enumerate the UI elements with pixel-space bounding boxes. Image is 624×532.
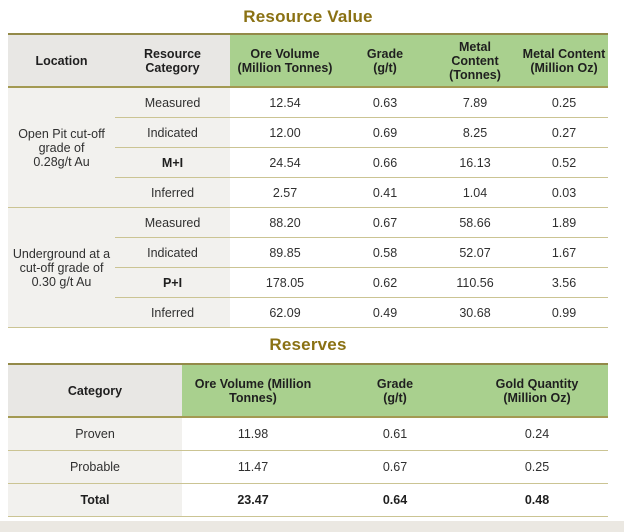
category-cell-inferred: Inferred: [115, 178, 230, 208]
value-cell: 1.89: [520, 208, 608, 238]
category-cell-indicated: Indicated: [115, 118, 230, 148]
value-cell: 3.56: [520, 268, 608, 298]
value-cell: 7.89: [430, 88, 520, 118]
value-cell: 0.66: [340, 148, 430, 178]
value-cell: 0.41: [340, 178, 430, 208]
value-cell: 30.68: [430, 298, 520, 328]
location-cell-open-pit: Open Pit cut-off grade of 0.28g/t Au: [8, 88, 115, 208]
header-metal-content-tonnes: Metal Content (Tonnes): [430, 35, 520, 88]
value-cell: 0.03: [520, 178, 608, 208]
value-cell: 0.24: [466, 418, 608, 451]
value-cell: 0.48: [466, 484, 608, 517]
slide-bottom-edge: [0, 521, 624, 532]
value-cell: 0.63: [340, 88, 430, 118]
value-cell: 12.54: [230, 88, 340, 118]
value-cell: 0.61: [324, 418, 466, 451]
category-cell-p-plus-i: P+I: [115, 268, 230, 298]
header-grade: Grade (g/t): [340, 35, 430, 88]
value-cell: 0.62: [340, 268, 430, 298]
value-cell: 0.49: [340, 298, 430, 328]
category-cell-indicated: Indicated: [115, 238, 230, 268]
value-cell: 11.98: [182, 418, 324, 451]
value-cell: 0.69: [340, 118, 430, 148]
category-cell-measured: Measured: [115, 88, 230, 118]
value-cell: 24.54: [230, 148, 340, 178]
value-cell: 178.05: [230, 268, 340, 298]
value-cell: 52.07: [430, 238, 520, 268]
value-cell: 0.25: [466, 451, 608, 484]
value-cell: 88.20: [230, 208, 340, 238]
header-grade: Grade (g/t): [324, 365, 466, 418]
category-cell-probable: Probable: [8, 451, 182, 484]
header-ore-volume: Ore Volume (Million Tonnes): [230, 35, 340, 88]
value-cell: 0.27: [520, 118, 608, 148]
value-cell: 11.47: [182, 451, 324, 484]
header-location: Location: [8, 35, 115, 88]
resource-value-title: Resource Value: [243, 7, 373, 26]
value-cell: 0.52: [520, 148, 608, 178]
header-category: Category: [8, 365, 182, 418]
value-cell: 8.25: [430, 118, 520, 148]
category-cell-total: Total: [8, 484, 182, 517]
value-cell: 2.57: [230, 178, 340, 208]
category-cell-proven: Proven: [8, 418, 182, 451]
value-cell: 1.67: [520, 238, 608, 268]
header-gold-quantity: Gold Quantity (Million Oz): [466, 365, 608, 418]
header-resource-category: Resource Category: [115, 35, 230, 88]
header-ore-volume: Ore Volume (Million Tonnes): [182, 365, 324, 418]
value-cell: 0.58: [340, 238, 430, 268]
category-cell-m-plus-i: M+I: [115, 148, 230, 178]
category-cell-measured: Measured: [115, 208, 230, 238]
reserves-title: Reserves: [269, 335, 347, 354]
reserves-table: Category Ore Volume (Million Tonnes) Gra…: [8, 363, 608, 517]
value-cell: 12.00: [230, 118, 340, 148]
location-cell-underground: Underground at a cut-off grade of 0.30 g…: [8, 208, 115, 328]
value-cell: 0.67: [324, 451, 466, 484]
value-cell: 110.56: [430, 268, 520, 298]
value-cell: 89.85: [230, 238, 340, 268]
value-cell: 0.67: [340, 208, 430, 238]
header-metal-content-oz: Metal Content (Million Oz): [520, 35, 608, 88]
value-cell: 0.25: [520, 88, 608, 118]
resource-table: Location Resource Category Ore Volume (M…: [8, 33, 608, 328]
value-cell: 58.66: [430, 208, 520, 238]
value-cell: 16.13: [430, 148, 520, 178]
value-cell: 0.99: [520, 298, 608, 328]
value-cell: 1.04: [430, 178, 520, 208]
value-cell: 0.64: [324, 484, 466, 517]
value-cell: 62.09: [230, 298, 340, 328]
category-cell-inferred: Inferred: [115, 298, 230, 328]
value-cell: 23.47: [182, 484, 324, 517]
